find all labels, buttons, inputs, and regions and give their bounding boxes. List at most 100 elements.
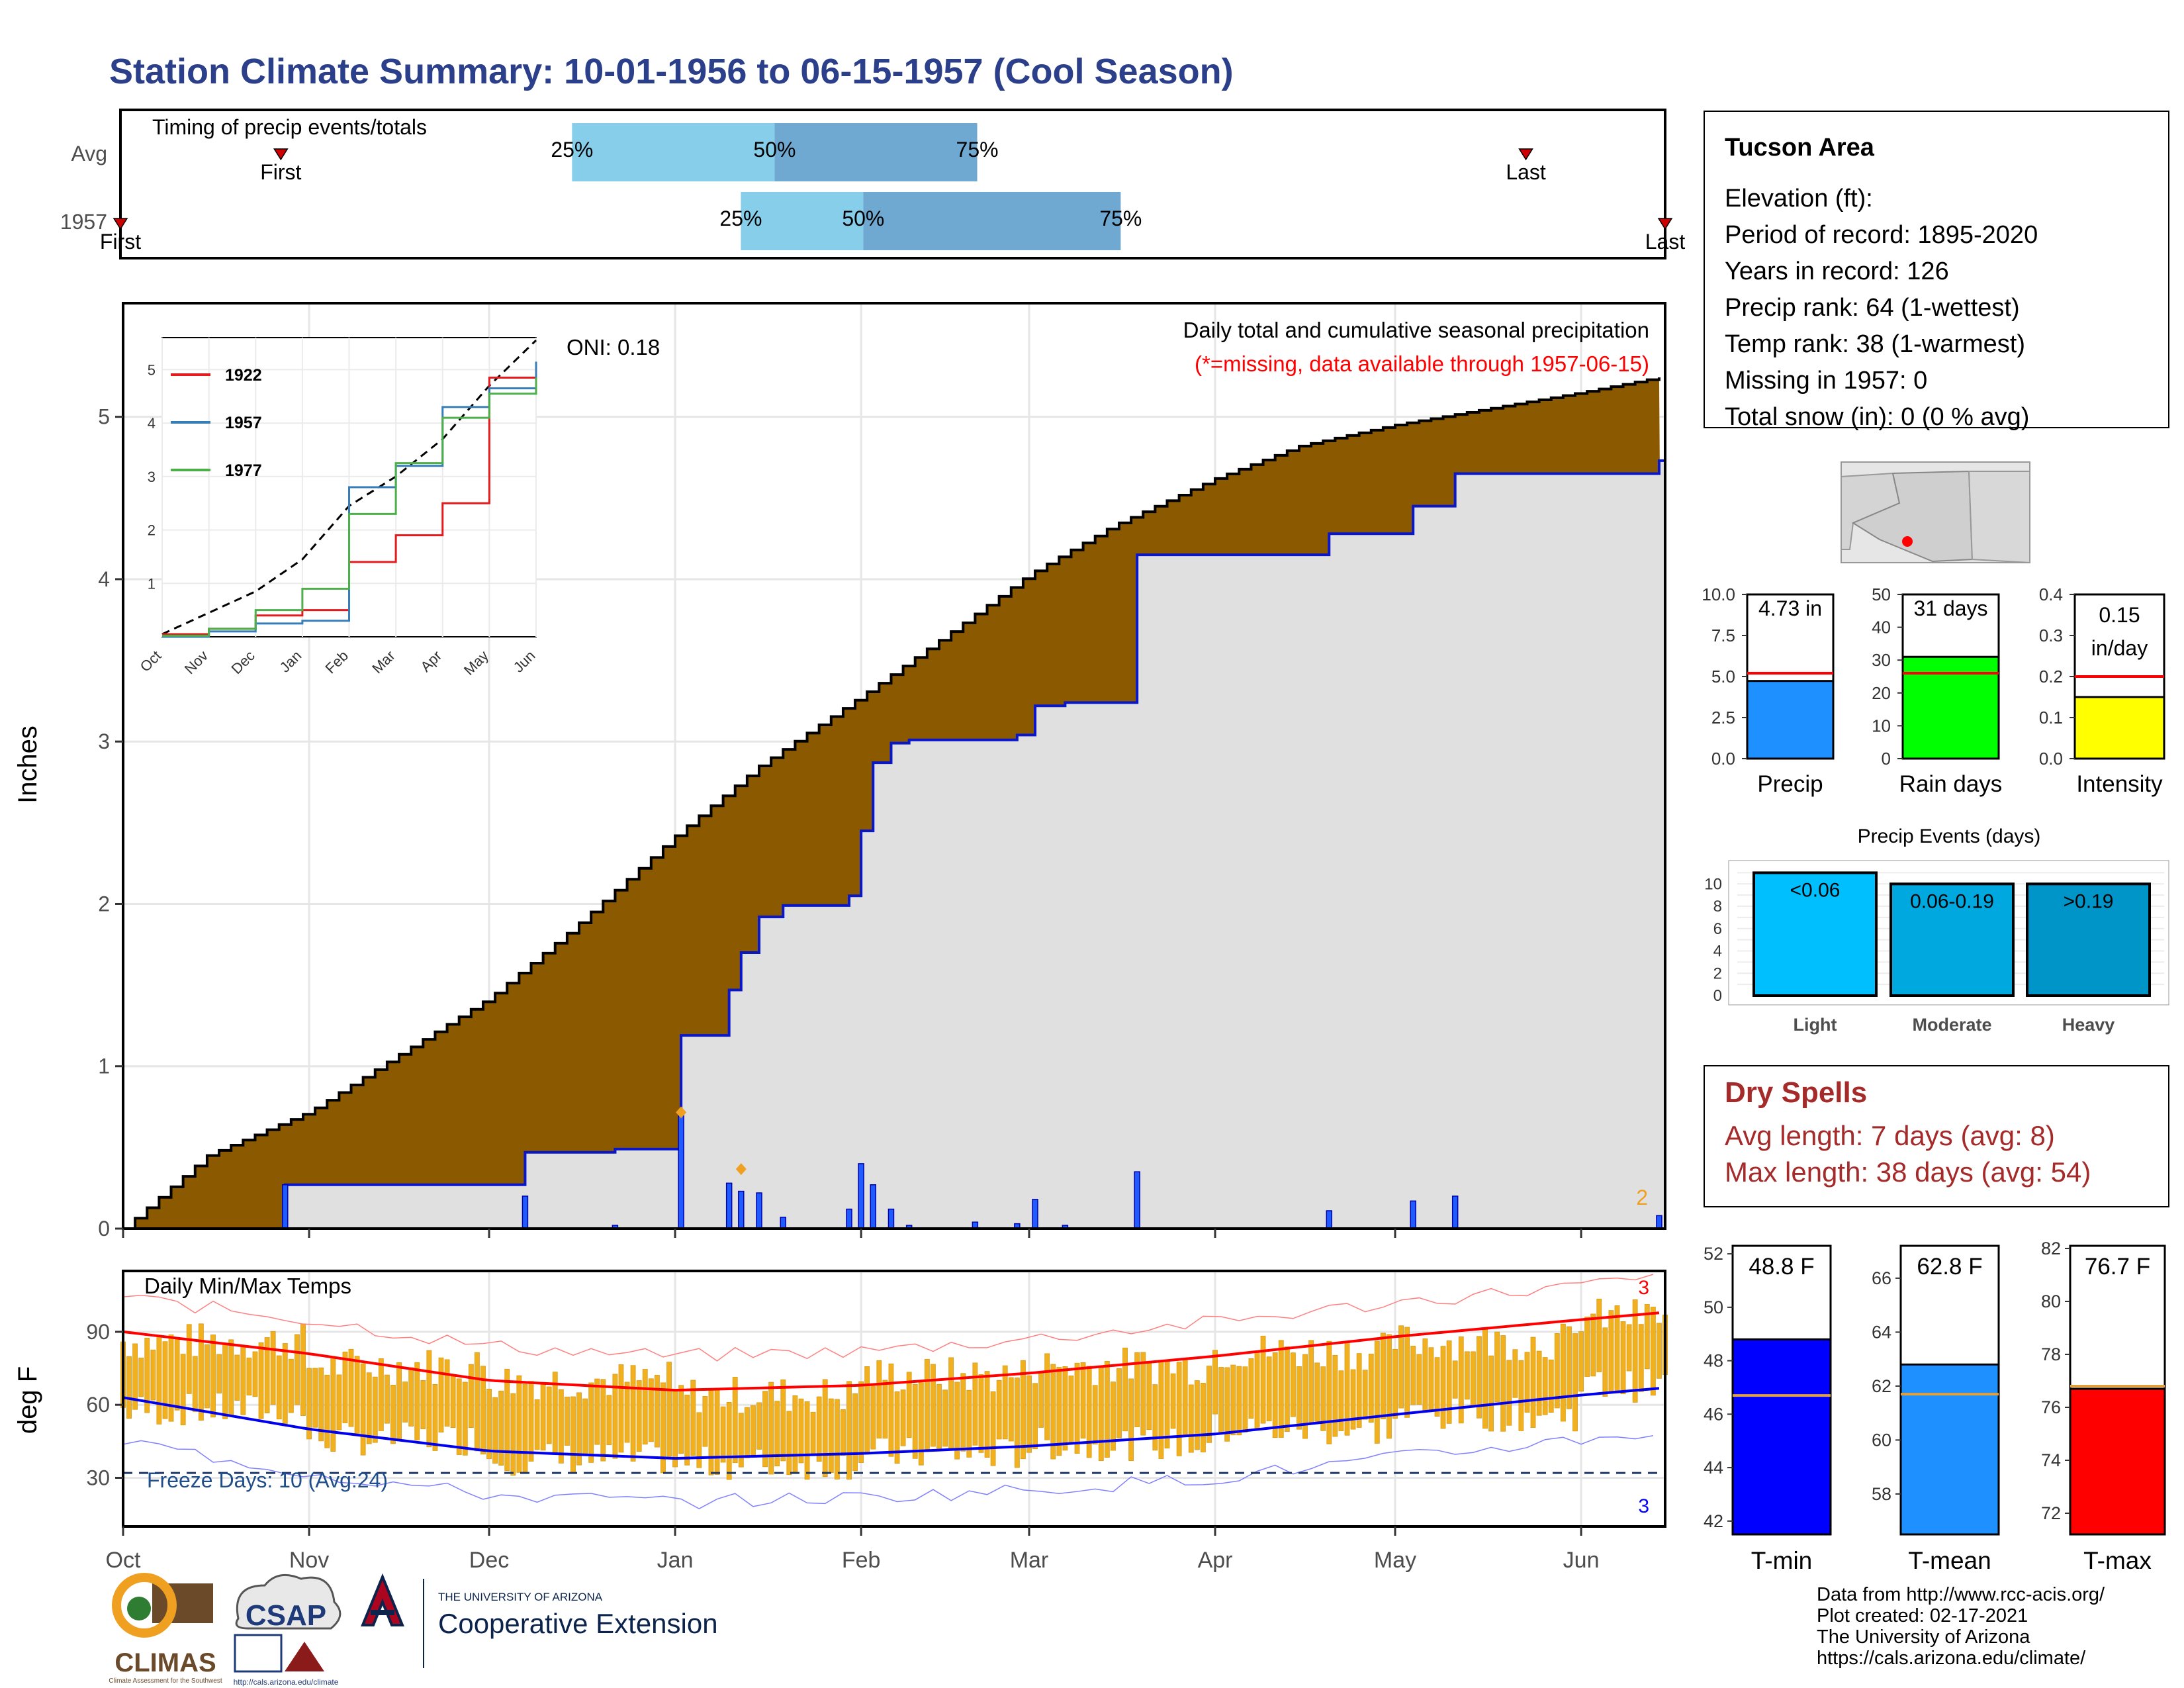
daily-temp-bar [385,1374,390,1424]
daily-temp-bar [1338,1370,1344,1431]
daily-temp-bar [354,1356,360,1434]
temp-summary-tick-label: 74 [2041,1450,2061,1470]
daily-temp-bar [1122,1347,1128,1432]
daily-temp-bar [1638,1324,1644,1392]
daily-temp-bar [1326,1340,1332,1444]
daily-temp-bar [894,1391,900,1464]
daily-temp-bar [1392,1348,1398,1419]
station-name: Tucson Area [1725,134,1875,162]
daily-temp-bar [582,1398,588,1456]
daily-temp-bar [180,1354,186,1426]
daily-temp-bar [198,1323,204,1421]
daily-temp-bar [931,1364,936,1447]
summary-tick-label: 0.1 [2039,708,2063,727]
daily-temp-bar [1567,1326,1572,1409]
daily-temp-bar [942,1389,948,1447]
min-record-count: 3 [1638,1495,1649,1517]
daily-temp-bar [732,1377,738,1464]
daily-temp-bar [1314,1362,1320,1422]
daily-temp-bar [1062,1366,1068,1451]
daily-temp-bar [456,1378,462,1455]
footer-line-2: Plot created: 02-17-2021 [1817,1605,2028,1626]
temp-summary-value: 76.7 F [2085,1254,2150,1280]
daily-temp-bar [360,1363,366,1456]
daily-temp-bar [1266,1356,1272,1422]
daily-temp-bar [810,1411,816,1456]
month-label: Mar [1010,1548,1049,1573]
daily-temp-bar [1230,1364,1236,1436]
daily-temp-bar [390,1384,396,1444]
daily-temp-bar [1056,1367,1062,1456]
footer-line-4: https://cals.arizona.edu/climate/ [1817,1648,2086,1669]
daily-temp-bar [1477,1336,1482,1419]
daily-temp-bar [156,1335,162,1425]
temp-ytick-label: 30 [86,1466,110,1489]
daily-temp-bar [492,1397,498,1464]
info-years: Years in record: 126 [1725,258,1949,285]
daily-temp-bar [516,1375,522,1473]
daily-temp-bar [1644,1304,1650,1370]
daily-precip-bar [678,1114,684,1229]
station-info-panel: Tucson Area Elevation (ft): Period of re… [1704,111,2169,431]
daily-temp-bar [1050,1364,1056,1460]
daily-temp-bar [1104,1360,1110,1458]
climas-logo-subtext: Climate Assessment for the Southwest [109,1677,222,1685]
events-category-label: Moderate [1912,1015,1991,1035]
daily-temp-bar [1602,1327,1608,1397]
daily-temp-bar [366,1372,372,1444]
daily-temp-bar [1002,1365,1008,1440]
inset-legend-label: 1957 [225,414,262,432]
month-label: Dec [469,1548,509,1573]
daily-temp-bar [144,1337,150,1413]
daily-temp-bar [1188,1384,1194,1453]
daily-temp-bar [816,1396,822,1462]
daily-temp-bar [1404,1327,1410,1418]
inset-ytick-label: 5 [148,361,156,378]
summary-tick-label: 0.2 [2039,667,2063,686]
extreme-precip-marker [676,1106,687,1119]
daily-temp-bar [1422,1338,1428,1412]
daily-temp-bar [726,1401,732,1480]
timing-pct-label: 50% [842,207,884,230]
temp-summary-label: T-max [2083,1547,2152,1574]
daily-temp-bar [786,1411,792,1476]
footer-line-1: Data from http://www.rcc-acis.org/ [1817,1584,2105,1605]
daily-temp-bar [1536,1350,1542,1416]
daily-temp-bar [1158,1361,1164,1459]
daily-temp-bar [228,1339,234,1416]
daily-temp-bar [804,1401,810,1480]
temp-summary-bar-1 [1899,1363,2000,1536]
daily-temp-bar [1320,1366,1326,1431]
climas-logo: CLIMAS Climate Assessment for the Southw… [109,1573,222,1685]
daily-temp-bar [396,1362,402,1442]
daily-temp-bar [216,1354,222,1393]
daily-precip-bar [1032,1199,1038,1229]
daily-temp-bar [654,1375,660,1448]
temp-summary-tick-label: 52 [1704,1244,1723,1264]
daily-temp-bar [966,1389,972,1458]
daily-temp-bar [1344,1342,1350,1436]
dry-spells-max: Max length: 38 days (avg: 54) [1725,1156,2091,1188]
summary-tick-label: 10 [1872,716,1891,735]
events-bar-heavy [2026,882,2151,997]
temp-summary-tick-label: 60 [1872,1430,1891,1450]
daily-temp-bar [876,1360,882,1439]
timing-box-q50-q75 [863,192,1121,250]
daily-precip-bar [738,1190,745,1229]
daily-temp-bar [210,1335,216,1418]
info-precip-rank: Precip rank: 64 (1-wettest) [1725,294,2020,322]
daily-temp-bar [1657,1323,1662,1379]
daily-temp-bar [1242,1366,1248,1432]
temp-summary-tick-label: 76 [2041,1397,2061,1417]
daily-temp-bar [1254,1352,1260,1429]
summary-tick-label: 50 [1872,585,1891,604]
daily-temp-bar [984,1371,990,1458]
daily-temp-bar [1440,1346,1446,1429]
daily-temp-bar [420,1380,426,1429]
university-of-arizona-logo: THE UNIVERSITY OF ARIZONA Cooperative Ex… [361,1573,718,1668]
month-axis: Oct Nov Dec Jan Feb Mar Apr May Jun [106,1229,1599,1573]
daily-temp-bar [1387,1334,1392,1439]
locator-map [1841,461,2030,564]
precip-ylabel: Inches [13,726,42,804]
daily-temp-bar [558,1389,564,1464]
